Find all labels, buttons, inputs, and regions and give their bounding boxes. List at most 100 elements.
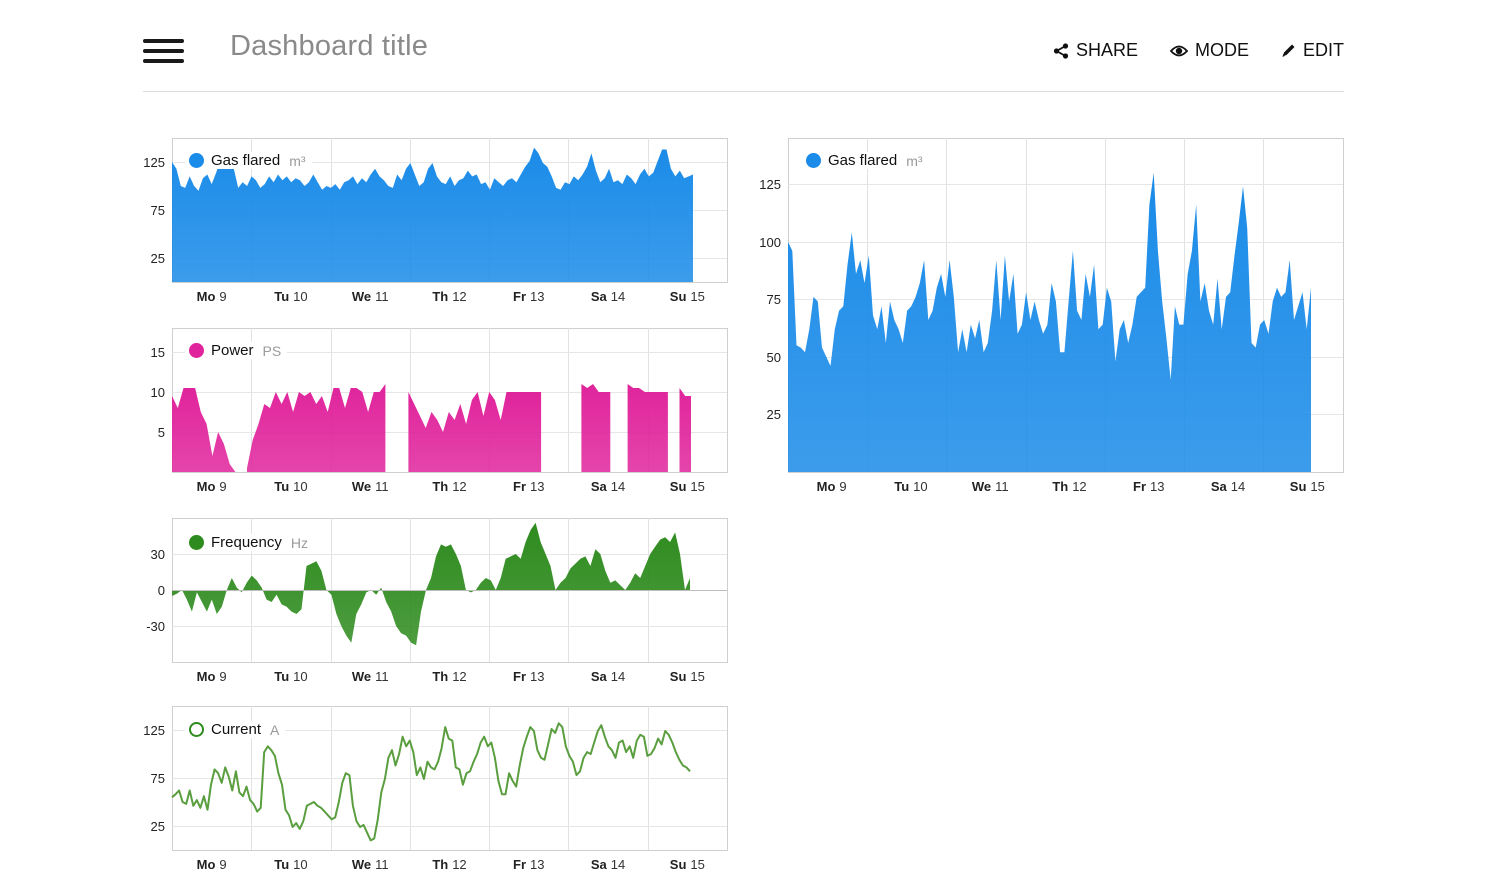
chart-legend: Power PS [185, 342, 288, 359]
x-tick-label: Tu 10 [274, 857, 307, 872]
x-tick-label: Tu 10 [274, 669, 307, 684]
x-tick-label: Su 15 [670, 289, 705, 304]
x-tick-label: Fr 13 [1133, 479, 1164, 494]
y-tick-label: 25 [151, 819, 165, 834]
menu-icon[interactable] [143, 37, 185, 67]
x-tick-label: Sa 14 [591, 857, 625, 872]
area-series [679, 388, 691, 472]
mode-button[interactable]: MODE [1169, 40, 1249, 61]
y-tick-label: 30 [151, 547, 165, 562]
line-series [171, 722, 691, 842]
legend-unit: PS [262, 342, 282, 359]
y-tick-label: 75 [767, 292, 781, 307]
legend-name: Power [211, 342, 254, 359]
chart-legend: Gas flared m³ [802, 152, 929, 169]
share-label: SHARE [1075, 40, 1138, 60]
x-tick-label: We 11 [352, 857, 389, 872]
legend-unit: A [270, 721, 280, 738]
x-tick-label: Sa 14 [1211, 479, 1245, 494]
y-tick-label: 125 [143, 155, 165, 170]
x-tick-label: Fr 13 [513, 857, 544, 872]
legend-name: Gas flared [211, 152, 281, 169]
legend-unit: m³ [906, 152, 923, 169]
area-series [247, 384, 386, 472]
edit-label: EDIT [1302, 40, 1344, 60]
x-tick-label: Th 12 [432, 857, 466, 872]
frequency-chart: 30 0 -30 Mo 9 Tu 10 We 11 Th 12 Fr 13 Sa 14 Su 15 Freque… [143, 518, 728, 688]
legend-ring-icon [189, 722, 204, 737]
x-tick-label: Th 12 [432, 289, 466, 304]
x-tick-label: We 11 [352, 669, 389, 684]
x-tick-label: We 11 [352, 479, 389, 494]
legend-dot-icon [189, 153, 204, 168]
x-tick-label: Sa 14 [591, 289, 625, 304]
area-series [172, 522, 690, 646]
y-tick-label: 75 [151, 203, 165, 218]
chart-legend: Current A [185, 721, 286, 738]
y-tick-label: 125 [759, 177, 781, 192]
header: Dashboard title SHARE MODE EDIT [143, 20, 1344, 92]
x-tick-label: Mo 9 [197, 857, 227, 872]
header-actions: SHARE MODE EDIT [1021, 40, 1344, 61]
share-button[interactable]: SHARE [1053, 40, 1138, 61]
share-icon [1053, 42, 1069, 59]
x-tick-label: Th 12 [432, 669, 466, 684]
y-tick-label: 50 [767, 350, 781, 365]
x-tick-label: Tu 10 [894, 479, 927, 494]
y-tick-label: 25 [151, 251, 165, 266]
area-series [172, 147, 693, 282]
area-series [172, 388, 236, 472]
x-tick-label: Mo 9 [197, 669, 227, 684]
current-chart: 25 75 125 Mo 9 Tu 10 We 11 Th 12 Fr 13 Sa 14 Su 15 Curre… [143, 706, 728, 876]
y-tick-label: 25 [767, 407, 781, 422]
gas-flared-large-chart: 25 50 75 100 125 Mo 9 Tu 10 We 11 Th 12 Fr 13 Sa 14 Su 15 … [753, 138, 1344, 498]
x-tick-label: Mo 9 [197, 289, 227, 304]
mode-label: MODE [1194, 40, 1249, 60]
area-series [627, 384, 668, 472]
x-tick-label: Mo 9 [817, 479, 847, 494]
legend-name: Current [211, 721, 262, 738]
power-chart: 5 10 15 Mo 9 Tu 10 We 11 Th 12 Fr 13 Sa 14 Su 15 Power P… [143, 328, 728, 498]
legend-unit: Hz [290, 534, 308, 551]
y-tick-label: 10 [151, 385, 165, 400]
y-tick-label: 75 [151, 771, 165, 786]
x-tick-label: Fr 13 [513, 479, 544, 494]
y-tick-label: 125 [143, 723, 165, 738]
x-tick-label: Mo 9 [197, 479, 227, 494]
legend-name: Frequency [211, 534, 282, 551]
x-tick-label: Fr 13 [513, 289, 544, 304]
x-tick-label: Sa 14 [591, 669, 625, 684]
x-tick-label: Su 15 [670, 479, 705, 494]
gas-flared-large-chart-svg: 25 50 75 100 125 Mo 9 Tu 10 We 11 Th 12 Fr 13 Sa 14 Su 15 [759, 138, 1344, 494]
x-tick-label: Th 12 [1052, 479, 1086, 494]
x-tick-label: Fr 13 [513, 669, 544, 684]
x-tick-label: Tu 10 [274, 479, 307, 494]
x-tick-label: Th 12 [432, 479, 466, 494]
y-tick-label: 15 [151, 345, 165, 360]
x-tick-label: We 11 [352, 289, 389, 304]
x-tick-label: Tu 10 [274, 289, 307, 304]
area-series [788, 172, 1311, 472]
legend-name: Gas flared [828, 152, 898, 169]
x-tick-label: Su 15 [670, 669, 705, 684]
gas-flared-chart: 25 75 125 Mo 9 Tu 10 We 11 Th 12 Fr 13 Sa 14 Su 15 Gas f… [143, 138, 728, 308]
eye-icon [1169, 45, 1188, 56]
legend-unit: m³ [289, 152, 306, 169]
page-title: Dashboard title [230, 30, 429, 62]
x-tick-label: Su 15 [670, 857, 705, 872]
x-tick-label: Sa 14 [591, 479, 625, 494]
y-tick-label: -30 [146, 619, 165, 634]
area-series [408, 392, 542, 472]
edit-button[interactable]: EDIT [1281, 40, 1344, 61]
x-tick-label: Su 15 [1290, 479, 1325, 494]
y-tick-label: 100 [759, 235, 781, 250]
legend-dot-icon [806, 153, 821, 168]
chart-legend: Gas flared m³ [185, 152, 312, 169]
legend-dot-icon [189, 343, 204, 358]
y-tick-label: 5 [158, 425, 165, 440]
y-tick-label: 0 [158, 583, 165, 598]
current-chart-svg: 25 75 125 Mo 9 Tu 10 We 11 Th 12 Fr 13 Sa 14 Su 15 [143, 706, 728, 872]
legend-dot-icon [189, 535, 204, 550]
x-tick-label: We 11 [972, 479, 1009, 494]
area-series [581, 384, 611, 472]
